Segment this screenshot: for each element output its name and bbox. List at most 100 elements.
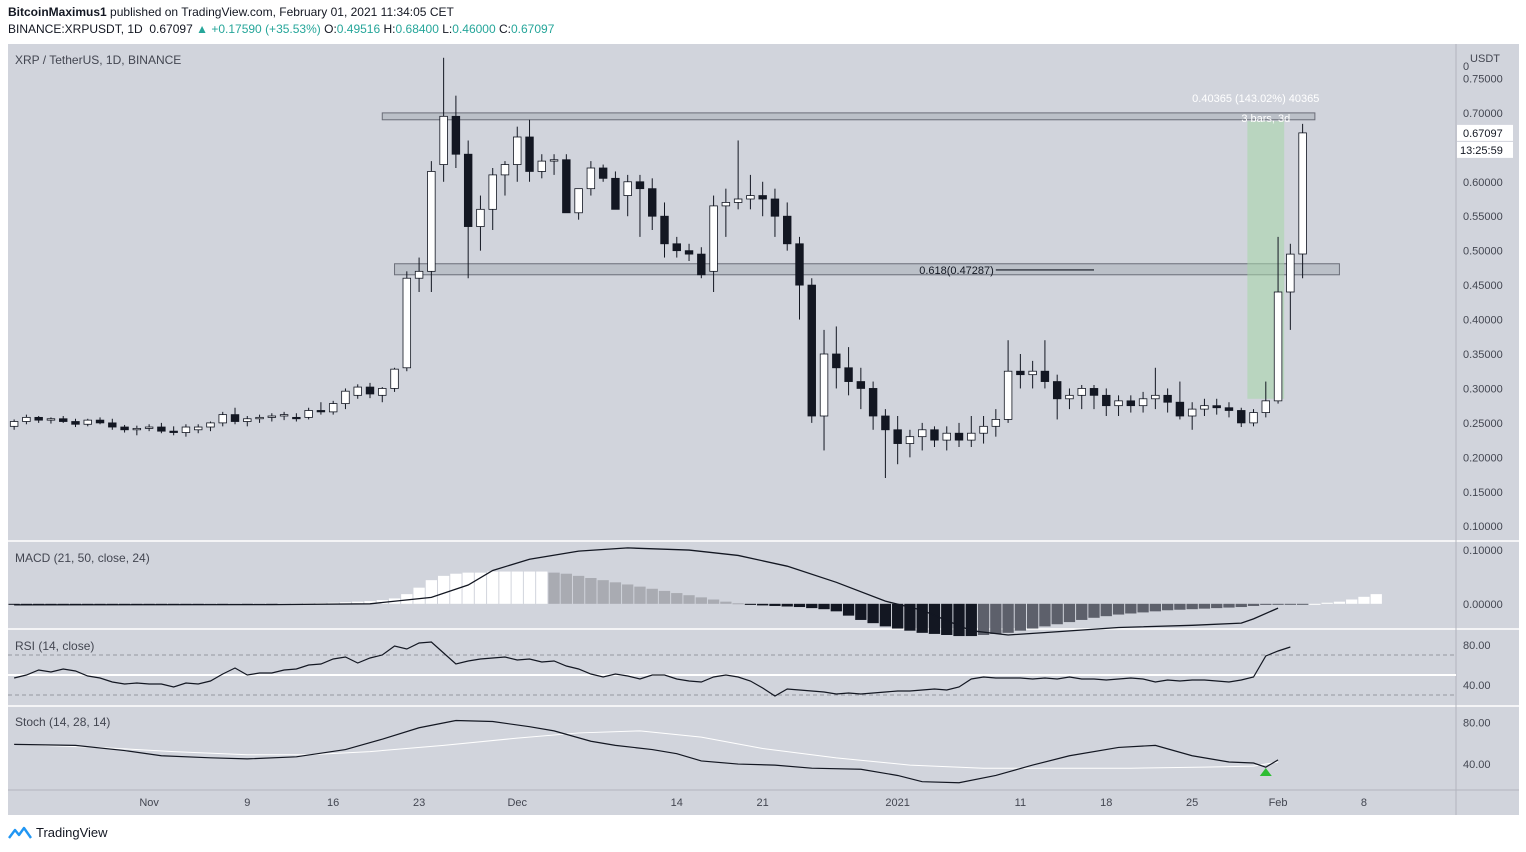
- footer-brand[interactable]: TradingView: [8, 825, 108, 840]
- symbol-info: BINANCE:XRPUSDT, 1D 0.67097 ▲ +0.17590 (…: [8, 22, 554, 36]
- candle: [513, 136, 522, 165]
- candle: [206, 422, 215, 428]
- candle: [1065, 394, 1074, 400]
- candle: [316, 410, 326, 413]
- price-tick-label: 0.40000: [1463, 315, 1503, 327]
- stoch-k-line: [14, 719, 1279, 784]
- candle: [1151, 394, 1160, 400]
- author-name[interactable]: BitcoinMaximus1: [8, 5, 107, 19]
- macd-histogram-bar: [757, 603, 769, 606]
- macd-histogram-bar: [487, 571, 499, 604]
- tradingview-logo-icon: [8, 826, 32, 839]
- macd-histogram-bar: [793, 603, 806, 608]
- candle: [451, 115, 461, 155]
- macd-histogram-bar: [683, 595, 695, 604]
- macd-histogram-bar: [1198, 603, 1211, 609]
- fib-support-zone: [394, 263, 1340, 276]
- macd-histogram-bar: [401, 594, 413, 604]
- open-value: 0.49516: [336, 22, 381, 36]
- countdown-label: 13:25:59: [1460, 145, 1503, 157]
- price-tick-label: 0: [1463, 61, 1469, 73]
- candle: [218, 414, 227, 424]
- macd-histogram-bar: [1002, 603, 1014, 633]
- macd-histogram-bar: [622, 584, 634, 604]
- candle: [1286, 253, 1295, 293]
- macd-histogram-bar: [732, 603, 744, 605]
- candle: [1261, 400, 1271, 413]
- price-tick-label: 0.50000: [1463, 246, 1503, 258]
- candle: [95, 419, 105, 424]
- measure-label: 0.40365 (143.02%) 40365: [1192, 93, 1319, 105]
- publish-date: published on TradingView.com, February 0…: [110, 5, 454, 19]
- high-label: H:: [383, 22, 396, 36]
- macd-histogram-bar: [1186, 603, 1198, 610]
- macd-histogram-bar: [1223, 603, 1235, 608]
- price-tick-label: 0.75000: [1463, 73, 1503, 85]
- candle: [832, 353, 841, 369]
- candle: [243, 418, 252, 422]
- open-label: O:: [324, 22, 337, 36]
- macd-histogram-bar: [928, 603, 941, 634]
- macd-histogram-bar: [1161, 603, 1174, 611]
- candle: [979, 425, 988, 434]
- macd-histogram-bar: [352, 601, 364, 604]
- candle: [1212, 405, 1221, 409]
- bullish-cross-signal-icon: [1259, 768, 1272, 776]
- candle: [1052, 381, 1062, 400]
- price-tick-label: 0.30000: [1463, 383, 1503, 395]
- candle: [500, 164, 510, 176]
- measure-bars-label: 3 bars, 3d: [1241, 113, 1290, 125]
- candle: [574, 188, 583, 214]
- last-price-label: 0.67097: [1463, 128, 1503, 140]
- candle: [598, 167, 608, 179]
- candle: [9, 421, 19, 427]
- candle: [1126, 400, 1136, 407]
- macd-histogram-bar: [1211, 603, 1223, 609]
- close-value: 0.67097: [511, 22, 555, 36]
- time-tick-label: 21: [757, 797, 769, 809]
- macd-histogram-bar: [1346, 599, 1358, 604]
- candle: [1249, 412, 1258, 424]
- macd-histogram-bar: [1284, 603, 1296, 605]
- macd-histogram-bar: [536, 571, 548, 604]
- macd-histogram-bar: [744, 603, 757, 605]
- candle: [181, 426, 191, 433]
- macd-histogram-bar: [1100, 603, 1112, 617]
- macd-histogram-bar: [474, 572, 487, 604]
- price-tick-label: 0.20000: [1463, 452, 1503, 464]
- candle: [488, 174, 497, 210]
- macd-histogram-bar: [462, 572, 474, 604]
- candle: [439, 115, 448, 165]
- macd-histogram-bar: [1088, 603, 1100, 618]
- macd-histogram-bar: [842, 603, 855, 616]
- macd-histogram-bar: [707, 599, 720, 604]
- candle: [525, 136, 534, 172]
- candle: [709, 205, 718, 272]
- fib-label: 0.618(0.47287): [919, 265, 994, 277]
- macd-histogram-bar: [916, 603, 928, 633]
- footer-brand-label: TradingView: [36, 825, 108, 840]
- candle: [1114, 400, 1123, 407]
- candle: [893, 429, 902, 444]
- candle: [819, 353, 829, 417]
- candle: [34, 416, 43, 421]
- candle: [721, 202, 731, 207]
- resistance-zone: [381, 112, 1316, 121]
- candle: [328, 403, 338, 413]
- macd-histogram-bar: [1076, 603, 1088, 620]
- candle: [930, 429, 939, 441]
- candle: [1224, 407, 1234, 411]
- candle: [46, 418, 56, 421]
- candle: [733, 198, 743, 203]
- price-tick-label: 0.15000: [1463, 487, 1503, 499]
- macd-histogram-bar: [327, 602, 339, 604]
- candle: [267, 415, 277, 418]
- macd-histogram-bar: [585, 578, 597, 604]
- candle: [758, 195, 767, 200]
- candle: [71, 421, 80, 425]
- candle: [378, 388, 387, 396]
- time-tick-label: 11: [1015, 797, 1026, 809]
- candle: [1237, 410, 1246, 424]
- candle: [414, 270, 424, 279]
